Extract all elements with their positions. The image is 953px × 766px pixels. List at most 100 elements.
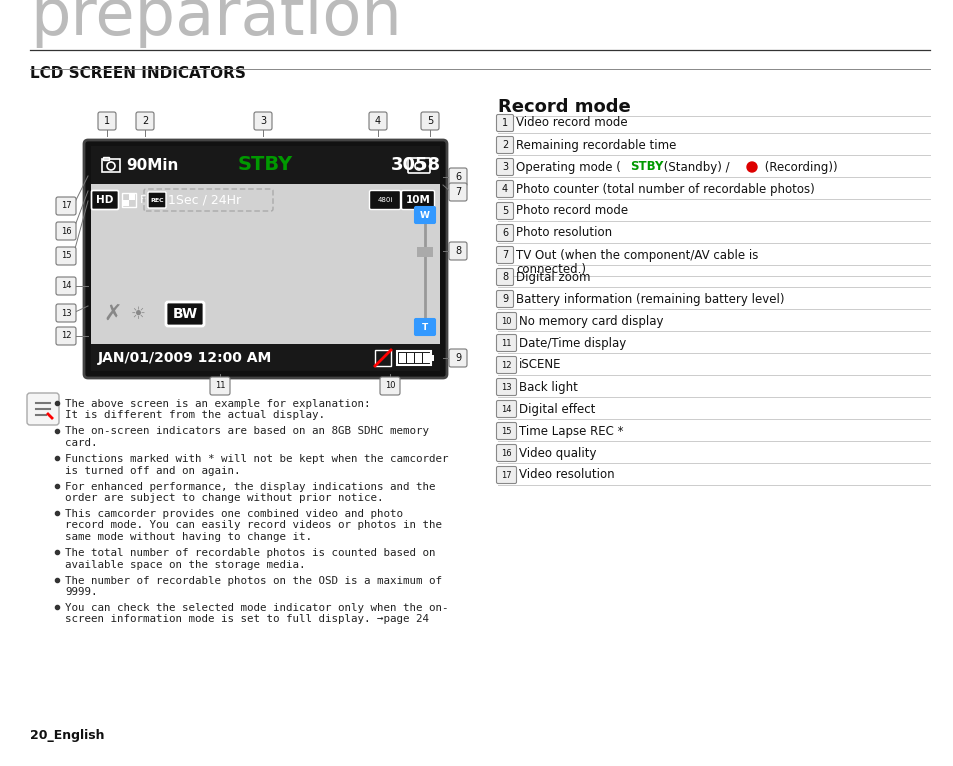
FancyBboxPatch shape <box>496 159 513 175</box>
Text: STBY: STBY <box>237 155 293 175</box>
Text: It is different from the actual display.: It is different from the actual display. <box>65 411 325 421</box>
FancyBboxPatch shape <box>496 290 513 307</box>
Text: 6: 6 <box>501 228 508 238</box>
Text: The total number of recordable photos is counted based on: The total number of recordable photos is… <box>65 548 435 558</box>
FancyBboxPatch shape <box>253 112 272 130</box>
Text: 7: 7 <box>455 187 460 197</box>
Text: 3: 3 <box>259 116 266 126</box>
Text: 3058: 3058 <box>391 156 440 174</box>
Text: 5: 5 <box>426 116 433 126</box>
FancyBboxPatch shape <box>27 393 59 425</box>
Text: 20_English: 20_English <box>30 729 105 742</box>
FancyBboxPatch shape <box>84 140 447 378</box>
Text: 11: 11 <box>500 339 511 348</box>
Text: STBY: STBY <box>629 161 662 174</box>
Text: 11: 11 <box>214 381 225 391</box>
Text: The number of recordable photos on the OSD is a maximum of: The number of recordable photos on the O… <box>65 575 441 585</box>
FancyBboxPatch shape <box>415 207 435 223</box>
Text: 5: 5 <box>501 206 508 216</box>
FancyBboxPatch shape <box>496 313 516 329</box>
FancyBboxPatch shape <box>449 349 467 367</box>
FancyBboxPatch shape <box>496 224 513 241</box>
Bar <box>396 351 431 365</box>
Text: card.: card. <box>65 438 97 448</box>
Bar <box>422 353 430 363</box>
FancyBboxPatch shape <box>56 277 76 295</box>
Bar <box>102 159 120 172</box>
Text: same mode without having to change it.: same mode without having to change it. <box>65 532 312 542</box>
Text: BW: BW <box>172 307 197 321</box>
Bar <box>91 146 439 184</box>
FancyBboxPatch shape <box>496 335 516 352</box>
Text: T: T <box>421 322 428 332</box>
Text: Video record mode: Video record mode <box>516 116 627 129</box>
Text: TV Out (when the component/AV cable is: TV Out (when the component/AV cable is <box>516 248 758 261</box>
Text: Photo counter (total number of recordable photos): Photo counter (total number of recordabl… <box>516 182 814 195</box>
FancyBboxPatch shape <box>496 269 513 286</box>
Text: screen information mode is set to full display. ➞page 24: screen information mode is set to full d… <box>65 614 429 624</box>
FancyBboxPatch shape <box>136 112 153 130</box>
Circle shape <box>746 162 757 172</box>
Text: 9999.: 9999. <box>65 587 97 597</box>
Text: ☀: ☀ <box>131 305 145 323</box>
FancyBboxPatch shape <box>496 401 516 417</box>
FancyBboxPatch shape <box>449 183 467 201</box>
FancyBboxPatch shape <box>496 181 513 198</box>
Text: Operating mode (: Operating mode ( <box>516 161 620 174</box>
Text: Digital zoom: Digital zoom <box>516 270 590 283</box>
Text: 4: 4 <box>501 184 508 194</box>
Bar <box>416 247 433 257</box>
Text: Time Lapse REC *: Time Lapse REC * <box>518 424 623 437</box>
FancyBboxPatch shape <box>496 136 513 153</box>
Text: 7: 7 <box>501 250 508 260</box>
Text: 8: 8 <box>501 272 508 282</box>
Bar <box>415 353 421 363</box>
FancyBboxPatch shape <box>166 302 204 326</box>
Text: 90Min: 90Min <box>126 158 178 172</box>
Text: available space on the storage media.: available space on the storage media. <box>65 559 305 569</box>
Bar <box>123 200 129 206</box>
Text: 2: 2 <box>501 140 508 150</box>
Text: 2: 2 <box>142 116 148 126</box>
Text: 4: 4 <box>375 116 380 126</box>
FancyBboxPatch shape <box>496 423 516 440</box>
Text: F: F <box>140 195 146 205</box>
Text: 15: 15 <box>500 427 511 436</box>
Text: (Recording)): (Recording)) <box>760 161 837 174</box>
Text: 15: 15 <box>61 251 71 260</box>
FancyBboxPatch shape <box>56 197 76 215</box>
Bar <box>122 193 136 207</box>
Text: ✗: ✗ <box>104 304 122 324</box>
Text: Remaining recordable time: Remaining recordable time <box>516 139 676 152</box>
FancyBboxPatch shape <box>496 466 516 483</box>
Text: 17: 17 <box>500 470 511 480</box>
FancyBboxPatch shape <box>496 202 513 220</box>
Text: 16: 16 <box>500 449 511 457</box>
FancyBboxPatch shape <box>496 444 516 461</box>
FancyBboxPatch shape <box>56 304 76 322</box>
Text: iSCENE: iSCENE <box>518 358 561 372</box>
Text: 1: 1 <box>104 116 110 126</box>
Text: Video resolution: Video resolution <box>518 469 614 482</box>
Text: Back light: Back light <box>518 381 578 394</box>
Text: 12: 12 <box>500 361 511 369</box>
Bar <box>129 194 135 200</box>
FancyBboxPatch shape <box>56 327 76 345</box>
FancyBboxPatch shape <box>98 112 116 130</box>
FancyBboxPatch shape <box>91 191 118 209</box>
Text: 1Sec / 24Hr: 1Sec / 24Hr <box>168 194 241 207</box>
Text: Battery information (remaining battery level): Battery information (remaining battery l… <box>516 293 783 306</box>
FancyBboxPatch shape <box>379 377 399 395</box>
FancyBboxPatch shape <box>415 319 435 335</box>
Text: Video quality: Video quality <box>518 447 596 460</box>
FancyBboxPatch shape <box>401 191 434 209</box>
Text: 12: 12 <box>61 332 71 341</box>
FancyBboxPatch shape <box>496 247 513 264</box>
Text: 13: 13 <box>61 309 71 317</box>
Text: No memory card display: No memory card display <box>518 315 662 328</box>
Text: For enhanced performance, the display indications and the: For enhanced performance, the display in… <box>65 482 435 492</box>
Text: LCD SCREEN INDICATORS: LCD SCREEN INDICATORS <box>30 66 246 81</box>
Text: 10: 10 <box>500 316 511 326</box>
Text: Photo resolution: Photo resolution <box>516 227 612 240</box>
Text: Digital effect: Digital effect <box>518 402 595 415</box>
